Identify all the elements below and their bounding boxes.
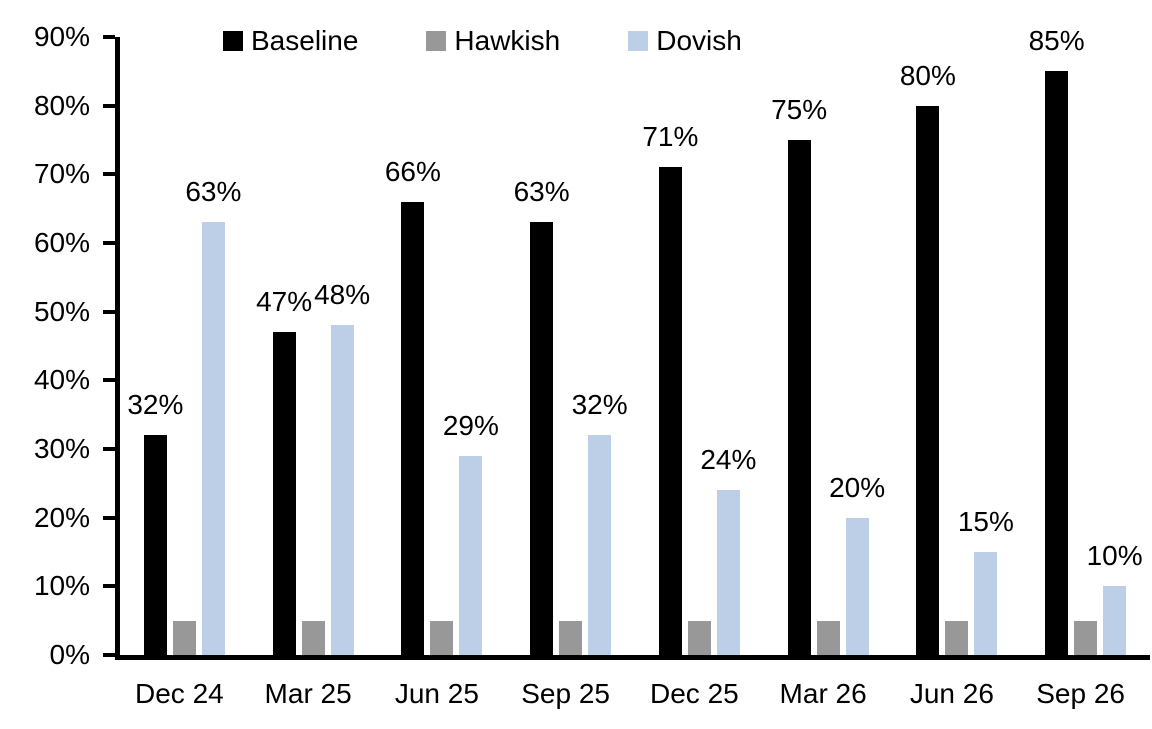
bar-value-label: 66% (384, 155, 441, 187)
bar-dovish-mar-25: 48% (314, 279, 370, 655)
y-axis-ticks (103, 35, 1150, 657)
y-tick-label: 90% (33, 21, 90, 52)
bar-groups: 32% 63% 47% 48% 66% 29% 63% 32% 71% 24% 75% 20% 80% 1… (120, 25, 1150, 655)
y-tick-label: 0% (49, 639, 90, 670)
legend-label: Baseline (251, 25, 359, 56)
bar-value-label: 63% (513, 176, 570, 208)
x-category-label: Sep 25 (521, 678, 610, 709)
y-tick (103, 35, 115, 39)
x-category-label: Mar 26 (779, 678, 867, 709)
bar-value-label: 80% (899, 59, 956, 91)
bar-baseline-mar-26: 75% (771, 94, 827, 655)
bar-hawkish-sep-26 (1074, 620, 1098, 655)
legend-swatch-hawkish (426, 31, 447, 51)
bar-dovish-jun-26: 15% (958, 506, 1014, 655)
bar-group-sep-25: 63% 32% (506, 37, 635, 655)
bar-group-jun-26: 80% 15% (893, 37, 1022, 655)
bar-baseline-mar-25: 47% (256, 286, 312, 655)
bar-group-mar-25: 47% 48% (249, 37, 378, 655)
y-tick (103, 653, 115, 657)
bar-baseline-jun-26: 80% (900, 60, 956, 655)
bar-baseline-sep-26: 85% (1029, 25, 1085, 655)
bar-dovish-mar-26: 20% (829, 472, 885, 655)
chart-legend: Baseline Hawkish Dovish (223, 25, 742, 57)
y-tick-label: 40% (33, 364, 90, 396)
bar-group-sep-26: 85% 10% (1021, 25, 1150, 655)
bar-value-label: 75% (771, 94, 828, 126)
x-category-label: Jun 25 (394, 678, 479, 709)
bar-dovish-sep-25: 32% (572, 389, 628, 655)
bar-dovish-dec-25: 24% (700, 444, 756, 655)
y-tick (103, 378, 115, 383)
plot-area: 32% 63% 47% 48% 66% 29% 63% 32% 71% 24% 75% 20% 80% 1… (103, 25, 1150, 660)
y-tick (103, 584, 115, 589)
bar-value-label: 32% (571, 389, 628, 421)
bar-value-label: 29% (442, 409, 499, 441)
y-tick-label: 50% (33, 295, 90, 327)
bar-hawkish-sep-25 (559, 620, 583, 655)
bar-dovish-sep-26: 10% (1087, 540, 1143, 655)
legend-swatch-dovish (628, 31, 649, 51)
bar-value-label: 32% (127, 389, 184, 421)
bar-dovish-dec-24: 63% (185, 176, 241, 655)
bar-group-dec-24: 32% 63% (120, 37, 249, 655)
legend-item-dovish: Dovish (628, 25, 742, 57)
y-tick (103, 103, 115, 108)
bar-hawkish-mar-26 (816, 620, 840, 655)
y-tick-label: 30% (33, 433, 90, 465)
bar-value-label: 85% (1028, 25, 1085, 57)
y-tick-label: 70% (33, 158, 90, 190)
x-category-label: Jun 26 (909, 678, 994, 709)
y-tick-label: 80% (33, 89, 90, 121)
bar-hawkish-jun-26 (945, 620, 969, 655)
x-category-label: Dec 25 (650, 678, 739, 709)
y-axis-labels: 0% 10% 20% 30% 40% 50% 60% 70% 80% 90% (0, 21, 90, 670)
bar-hawkish-dec-24 (172, 620, 196, 655)
bar-value-label: 20% (829, 471, 886, 503)
bar-value-label: 47% (256, 286, 313, 318)
bar-value-label: 24% (700, 444, 757, 476)
y-tick-label: 60% (33, 227, 90, 259)
y-tick-label: 10% (33, 570, 90, 602)
bar-hawkish-dec-25 (687, 620, 711, 655)
bar-hawkish-jun-25 (430, 620, 454, 655)
y-tick-label: 20% (33, 501, 90, 533)
bar-group-dec-25: 71% 24% (635, 37, 764, 655)
x-category-label: Mar 25 (264, 678, 352, 709)
y-tick (103, 447, 115, 452)
bar-group-jun-25: 66% 29% (378, 37, 507, 655)
x-category-label: Dec 24 (135, 678, 224, 709)
bar-value-label: 48% (314, 279, 371, 311)
bar-hawkish-mar-25 (301, 620, 325, 655)
bar-baseline-dec-25: 71% (642, 121, 698, 655)
bar-group-mar-26: 75% 20% (764, 37, 893, 655)
y-tick (103, 309, 115, 314)
bar-baseline-dec-24: 32% (127, 389, 183, 655)
bar-value-label: 10% (1086, 540, 1143, 572)
y-tick (103, 515, 115, 520)
legend-item-baseline: Baseline (223, 25, 358, 57)
legend-swatch-baseline (223, 31, 243, 51)
legend-item-hawkish: Hawkish (426, 25, 560, 57)
bar-value-label: 63% (185, 176, 242, 208)
bar-value-label: 71% (642, 121, 699, 153)
bar-dovish-jun-25: 29% (443, 410, 499, 655)
x-category-label: Sep 26 (1036, 678, 1125, 709)
legend-label: Dovish (656, 25, 742, 56)
bar-baseline-sep-25: 63% (514, 176, 570, 655)
y-tick (103, 172, 115, 177)
bar-value-label: 15% (957, 506, 1014, 537)
bar-baseline-jun-25: 66% (385, 156, 441, 655)
x-axis-labels: Dec 24 Mar 25 Jun 25 Sep 25 Dec 25 Mar 26 Jun … (115, 678, 1145, 710)
y-tick (103, 241, 115, 246)
legend-label: Hawkish (454, 25, 561, 56)
